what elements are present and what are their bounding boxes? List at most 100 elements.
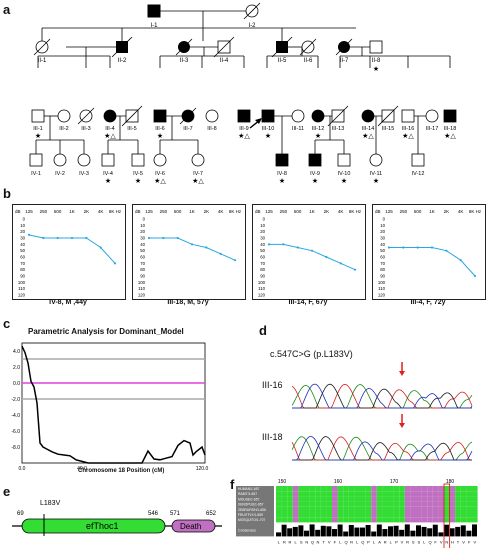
alignment-cell	[348, 491, 355, 497]
freq-tick-label: 1K	[429, 209, 435, 214]
audiogram-point	[162, 236, 165, 240]
db-tick-label: 30	[140, 236, 145, 241]
freq-tick-label: 4K	[338, 209, 344, 214]
consensus-residue: T	[457, 539, 460, 544]
alignment-cell	[309, 491, 316, 497]
conservation-bar	[388, 526, 393, 537]
alignment-cell	[348, 506, 355, 512]
alignment-cell	[382, 486, 388, 492]
star-III-18: ★△	[444, 132, 456, 140]
conservation-bar	[348, 524, 354, 537]
freq-tick-label: 125	[265, 209, 273, 214]
consensus-residue: F	[434, 539, 437, 544]
audiogram-point	[310, 249, 314, 252]
db-tick-label: 50	[260, 248, 265, 253]
star-IV-6: ★△	[154, 177, 166, 185]
freq-tick-label: 4K	[458, 209, 464, 214]
domain2-name: Death	[180, 522, 201, 531]
consensus-residue: R	[350, 539, 353, 544]
db-tick-label: 10	[260, 223, 265, 228]
conservation-bar	[315, 529, 321, 537]
audiogram-line	[389, 247, 476, 277]
audiogram-label: III-14, F, 67y	[288, 299, 328, 306]
freq-tick-label: 1K	[309, 209, 315, 214]
alignment-cell	[365, 491, 372, 497]
label-III-5: III-5	[127, 126, 136, 132]
alignment-cell	[393, 491, 400, 497]
alignment-cell	[376, 491, 383, 497]
chromatogram-trace	[292, 384, 473, 409]
individual-I-1	[147, 4, 161, 18]
conservation-bar	[466, 530, 472, 537]
alignment-cell	[315, 512, 321, 518]
conservation-bar	[382, 529, 388, 537]
conservation-bar	[276, 532, 281, 537]
star-III-1: ★	[35, 132, 41, 140]
audiogram-line	[28, 234, 116, 264]
alignment-cell	[281, 506, 288, 512]
audiogram-point	[296, 246, 299, 249]
alignment-cell	[320, 517, 327, 523]
label-II-3: II-3	[180, 58, 189, 64]
alignment-cell	[399, 512, 405, 518]
alignment-cell	[382, 506, 388, 512]
label-III-18: III-18	[444, 126, 457, 132]
freq-tick-label: 125	[25, 209, 33, 214]
x-tick-label: 120.0	[196, 466, 209, 472]
proband-arrow-icon	[249, 118, 262, 129]
alignment-cell	[365, 517, 372, 523]
sanger-chromatogram	[292, 362, 473, 461]
efthoc1-domain	[21, 518, 166, 534]
alignment-cell	[382, 496, 388, 502]
star-III-10: ★	[265, 132, 271, 140]
db-tick-label: 20	[380, 229, 385, 234]
conservation-bar	[309, 524, 315, 537]
alignment-cell	[432, 486, 439, 492]
alignment-cell	[410, 491, 416, 497]
consensus-residue: L	[373, 539, 376, 544]
alignment-cell	[399, 506, 405, 512]
alignment-cell	[343, 517, 349, 523]
star-III-9: ★△	[238, 132, 250, 140]
audiogram-point	[459, 259, 462, 262]
db-tick-label: 40	[20, 242, 25, 247]
consensus-residue: S	[300, 539, 303, 544]
audiogram-point	[219, 252, 222, 255]
individual-III-1	[31, 109, 45, 123]
consensus-residue: F	[334, 539, 337, 544]
alignment-cell	[416, 486, 422, 492]
species-label: MOUSE/1-657	[238, 497, 260, 501]
lod-score-series	[21, 345, 206, 464]
alignment-cell	[388, 491, 394, 497]
alignment-cell	[472, 486, 478, 492]
star-III-6: ★	[157, 132, 163, 140]
alignment-cell	[281, 491, 288, 497]
alignment-cell	[287, 517, 293, 523]
alignment-cell	[371, 496, 377, 502]
alignment-cell	[449, 506, 456, 512]
alignment-cell	[348, 512, 355, 518]
alignment-cell	[281, 496, 288, 502]
alignment-cell	[432, 517, 439, 523]
consensus-residue: A	[378, 539, 381, 544]
alignment-cell	[410, 517, 416, 523]
alignment-cell	[382, 512, 388, 518]
consensus-residue: T	[322, 539, 325, 544]
alignment-cell	[460, 501, 467, 507]
alignment-cell	[421, 491, 428, 497]
chromatogram-trace	[292, 383, 473, 409]
alignment-cell	[449, 491, 456, 497]
audiogram-label: III-4, F, 72y	[410, 299, 446, 306]
alignment-cell	[332, 496, 338, 502]
alignment-cell	[360, 486, 366, 492]
db-tick-label: 10	[140, 223, 145, 228]
label-II-7: II-7	[340, 58, 349, 64]
alignment-cell	[315, 496, 321, 502]
alignment-cell	[393, 501, 400, 507]
star-IV-9: ★	[312, 177, 318, 185]
individual-III-14	[361, 109, 375, 123]
species-label: FRUITFLY/1-659	[238, 513, 263, 517]
star-IV-11: ★	[373, 177, 379, 185]
alignment-cell	[432, 491, 439, 497]
